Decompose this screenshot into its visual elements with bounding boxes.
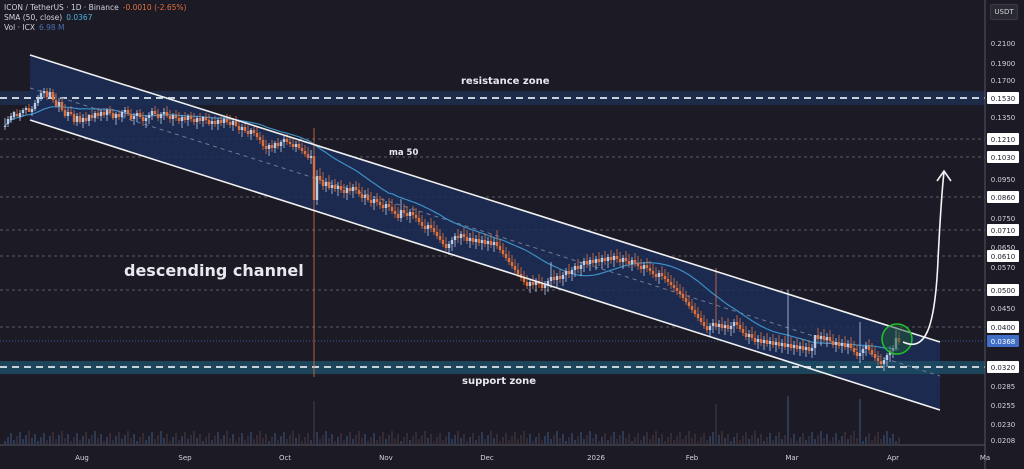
level-tag xyxy=(987,361,1019,373)
channel-fill xyxy=(30,55,940,410)
price-tick-label: 0.2100 xyxy=(991,40,1016,48)
time-tick-label: Mar xyxy=(785,454,798,462)
price-tick-label: 0.0650 xyxy=(991,244,1016,252)
price-tick-label: 0.1700 xyxy=(991,77,1016,85)
price-axis[interactable]: 0.24000.21000.19000.17000.15300.13500.12… xyxy=(987,6,1019,445)
level-label: 0.0860 xyxy=(991,194,1016,202)
current-price-tag xyxy=(987,335,1019,347)
time-tick-label: Apr xyxy=(887,454,899,462)
price-tick-label: 0.0750 xyxy=(991,215,1016,223)
level-tag xyxy=(987,250,1019,262)
level-label: 0.0400 xyxy=(991,324,1016,332)
level-tag xyxy=(987,321,1019,333)
sma-50-line xyxy=(4,105,900,350)
time-tick-label: Sep xyxy=(178,454,192,462)
projection-arrow[interactable] xyxy=(902,171,945,345)
level-label: 0.1210 xyxy=(991,136,1016,144)
price-tick-label: 0.0255 xyxy=(991,402,1016,410)
symbol-row: ICON / TetherUS · 1D · Binance -0.0010 (… xyxy=(4,3,186,13)
price-tick-label: 0.1900 xyxy=(991,60,1016,68)
level-label: 0.0500 xyxy=(991,287,1016,295)
volume-row[interactable]: Vol · ICX 6.98 M xyxy=(4,23,186,33)
level-tag xyxy=(987,133,1019,145)
sma-value: 0.0367 xyxy=(66,13,93,22)
time-tick-label: Nov xyxy=(379,454,393,462)
level-tag xyxy=(987,191,1019,203)
time-tick-label: Dec xyxy=(480,454,494,462)
current-price-label: 0.0368 xyxy=(991,338,1016,346)
breakout-circle[interactable] xyxy=(881,323,913,355)
time-tick-label: Oct xyxy=(279,454,291,462)
level-tag xyxy=(987,151,1019,163)
level-label: 0.1530 xyxy=(991,95,1016,103)
price-tick-label: 0.0570 xyxy=(991,264,1016,272)
level-label: 0.0610 xyxy=(991,253,1016,261)
sma-row[interactable]: SMA (50, close) 0.0367 xyxy=(4,13,186,23)
arrowhead-icon xyxy=(936,169,952,182)
volume-bars xyxy=(4,396,900,444)
price-tick-label: 0.0950 xyxy=(991,176,1016,184)
volume-value: 6.98 M xyxy=(38,23,65,32)
chart-legend: ICON / TetherUS · 1D · Binance -0.0010 (… xyxy=(4,3,186,33)
time-tick-label: Aug xyxy=(75,454,89,462)
channel-lower-line[interactable] xyxy=(29,119,941,411)
time-axis[interactable]: Aug Sep Oct Nov Dec 2026 Feb Mar Apr Ma xyxy=(75,454,990,462)
price-tick-label: 0.0450 xyxy=(991,305,1016,313)
price-tick-label: 0.0230 xyxy=(991,421,1016,429)
resistance-zone-label: resistance zone xyxy=(461,76,550,87)
time-tick-label: Feb xyxy=(686,454,699,462)
channel-upper-line[interactable] xyxy=(29,54,941,343)
level-label: 0.0320 xyxy=(991,364,1016,372)
price-tick-label: 0.0208 xyxy=(991,437,1016,445)
time-tick-label: Ma xyxy=(980,454,990,462)
time-tick-label: 2026 xyxy=(587,454,605,462)
ma50-label: ma 50 xyxy=(389,148,419,158)
sma-label: SMA (50, close) xyxy=(4,13,63,22)
descending-channel-label: descending channel xyxy=(124,261,304,280)
level-tag xyxy=(987,284,1019,296)
volume-label: Vol · ICX xyxy=(4,23,35,32)
symbol-title[interactable]: ICON / TetherUS · 1D · Binance xyxy=(4,3,119,12)
level-tag xyxy=(987,92,1019,104)
price-tick-label: 0.1350 xyxy=(991,114,1016,122)
support-zone-label: support zone xyxy=(462,376,537,387)
level-label: 0.0710 xyxy=(991,227,1016,235)
level-label: 0.1030 xyxy=(991,154,1016,162)
currency-button[interactable]: USDT xyxy=(990,4,1018,20)
level-tag xyxy=(987,224,1019,236)
price-tick-label: 0.0285 xyxy=(991,383,1016,391)
price-change: -0.0010 (-2.65%) xyxy=(122,3,187,12)
